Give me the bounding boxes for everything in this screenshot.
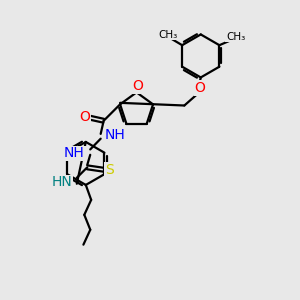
Text: NH: NH xyxy=(64,146,85,160)
Text: O: O xyxy=(194,81,205,95)
Text: NH: NH xyxy=(104,128,125,142)
Text: HN: HN xyxy=(52,175,72,189)
Text: S: S xyxy=(105,163,113,177)
Text: CH₃: CH₃ xyxy=(158,30,178,40)
Text: CH₃: CH₃ xyxy=(226,32,245,42)
Text: O: O xyxy=(132,80,143,93)
Text: O: O xyxy=(80,110,90,124)
